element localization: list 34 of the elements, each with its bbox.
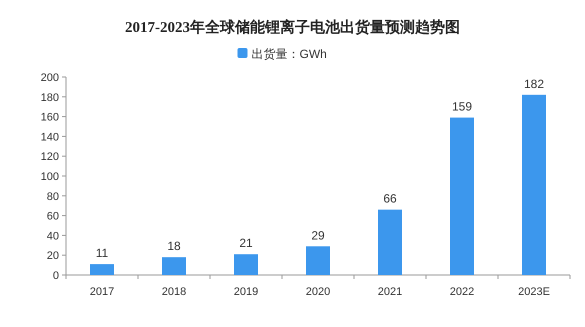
y-tick-label: 180 [40, 92, 59, 104]
legend-label: 出货量：GWh [252, 47, 327, 61]
data-label: 182 [524, 76, 544, 91]
y-tick-label: 120 [40, 151, 59, 164]
bar [522, 94, 546, 275]
bar [306, 246, 330, 275]
data-label: 159 [452, 100, 472, 114]
x-tick-label: 2020 [306, 286, 330, 298]
data-label: 66 [383, 192, 397, 206]
y-tick-label: 140 [40, 131, 59, 144]
x-tick-label: 2019 [234, 286, 258, 298]
x-tick-label: 2018 [162, 286, 186, 298]
y-tick-label: 200 [40, 72, 59, 84]
data-label: 29 [311, 228, 325, 242]
y-tick-label: 100 [40, 171, 59, 183]
data-label: 18 [167, 239, 181, 254]
x-tick-label: 2022 [450, 286, 474, 298]
x-tick-label: 2023E [518, 286, 550, 298]
y-tick-label: 20 [46, 250, 59, 262]
bar [162, 257, 186, 275]
bar [234, 254, 258, 275]
data-label: 21 [239, 236, 253, 250]
y-tick-label: 40 [46, 230, 59, 242]
bar [378, 210, 402, 275]
y-tick-label: 0 [52, 270, 59, 282]
y-tick-label: 80 [46, 190, 59, 203]
y-tick-label: 60 [46, 210, 59, 223]
bar [90, 264, 114, 275]
bar [450, 118, 474, 275]
chart-title: 2017-2023年全球储能锂离子电池出货量预测趋势图 [125, 18, 460, 36]
x-tick-label: 2017 [90, 286, 114, 298]
data-label: 11 [96, 246, 109, 260]
x-tick-label: 2021 [378, 286, 402, 298]
y-tick-label: 160 [40, 112, 59, 124]
